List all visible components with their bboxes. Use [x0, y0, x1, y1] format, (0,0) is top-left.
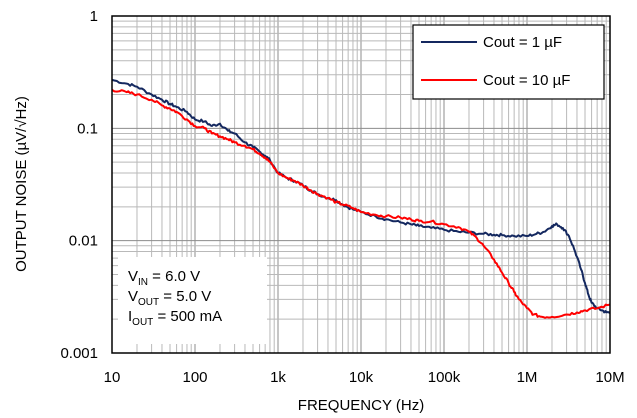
- x-tick-label: 10M: [595, 369, 624, 386]
- x-tick-label: 100k: [428, 369, 461, 386]
- x-tick-label: 1M: [517, 369, 538, 386]
- legend: Cout = 1 µF Cout = 10 µF: [412, 24, 605, 100]
- series-line-2: [111, 89, 611, 319]
- series-group: [111, 78, 611, 319]
- x-axis-title: FREQUENCY (Hz): [298, 397, 424, 414]
- legend-box: [412, 24, 605, 100]
- y-axis-ticks: 1 0.1 0.01 0.001: [60, 8, 98, 362]
- y-tick-label: 1: [90, 8, 98, 25]
- y-tick-label: 0.1: [77, 120, 98, 137]
- x-tick-label: 100: [182, 369, 207, 386]
- conditions-line-2: VOUT = 5.0 V: [128, 288, 211, 308]
- y-tick-label: 0.001: [60, 345, 98, 362]
- y-axis-title: OUTPUT NOISE (µV/√Hz): [13, 96, 30, 272]
- y-tick-label: 0.01: [69, 233, 98, 250]
- x-axis-ticks: 10 100 1k 10k 100k 1M 10M: [104, 369, 625, 386]
- conditions-line-1: VIN = 6.0 V: [128, 268, 200, 288]
- x-tick-label: 10: [104, 369, 121, 386]
- conditions-note-box: [118, 257, 267, 344]
- legend-label-1: Cout = 1 µF: [483, 34, 562, 51]
- conditions-line-3: IOUT = 500 mA: [128, 308, 222, 328]
- x-tick-label: 1k: [270, 369, 286, 386]
- x-tick-label: 10k: [349, 369, 374, 386]
- plot-frame: [111, 15, 611, 354]
- legend-label-2: Cout = 10 µF: [483, 72, 570, 89]
